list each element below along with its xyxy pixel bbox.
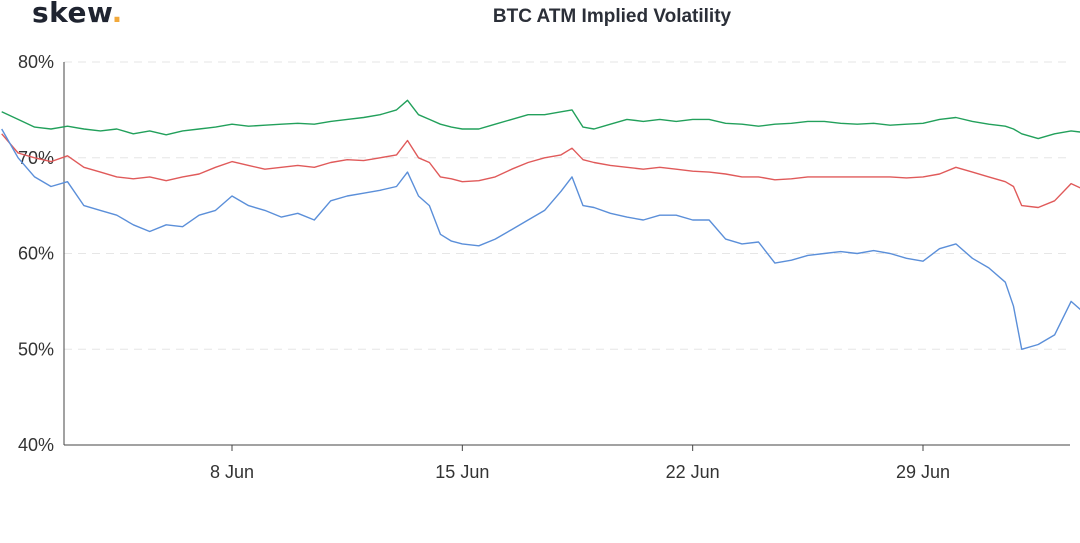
y-tick-label: 40% (18, 435, 54, 455)
x-tick-label: 8 Jun (210, 462, 254, 482)
series-line-2 (1, 133, 1080, 209)
y-tick-label: 60% (18, 244, 54, 264)
chart-title: BTC ATM Implied Volatility (492, 6, 732, 27)
x-tick-label: 29 Jun (896, 462, 950, 482)
y-tick-label: 50% (18, 339, 54, 359)
x-tick-label: 15 Jun (435, 462, 489, 482)
series-line-3 (1, 99, 1080, 140)
series-line-1 (1, 128, 1080, 350)
skew-logo: skew. (32, 0, 123, 29)
x-tick-label: 22 Jun (666, 462, 720, 482)
y-tick-label: 80% (18, 52, 54, 72)
